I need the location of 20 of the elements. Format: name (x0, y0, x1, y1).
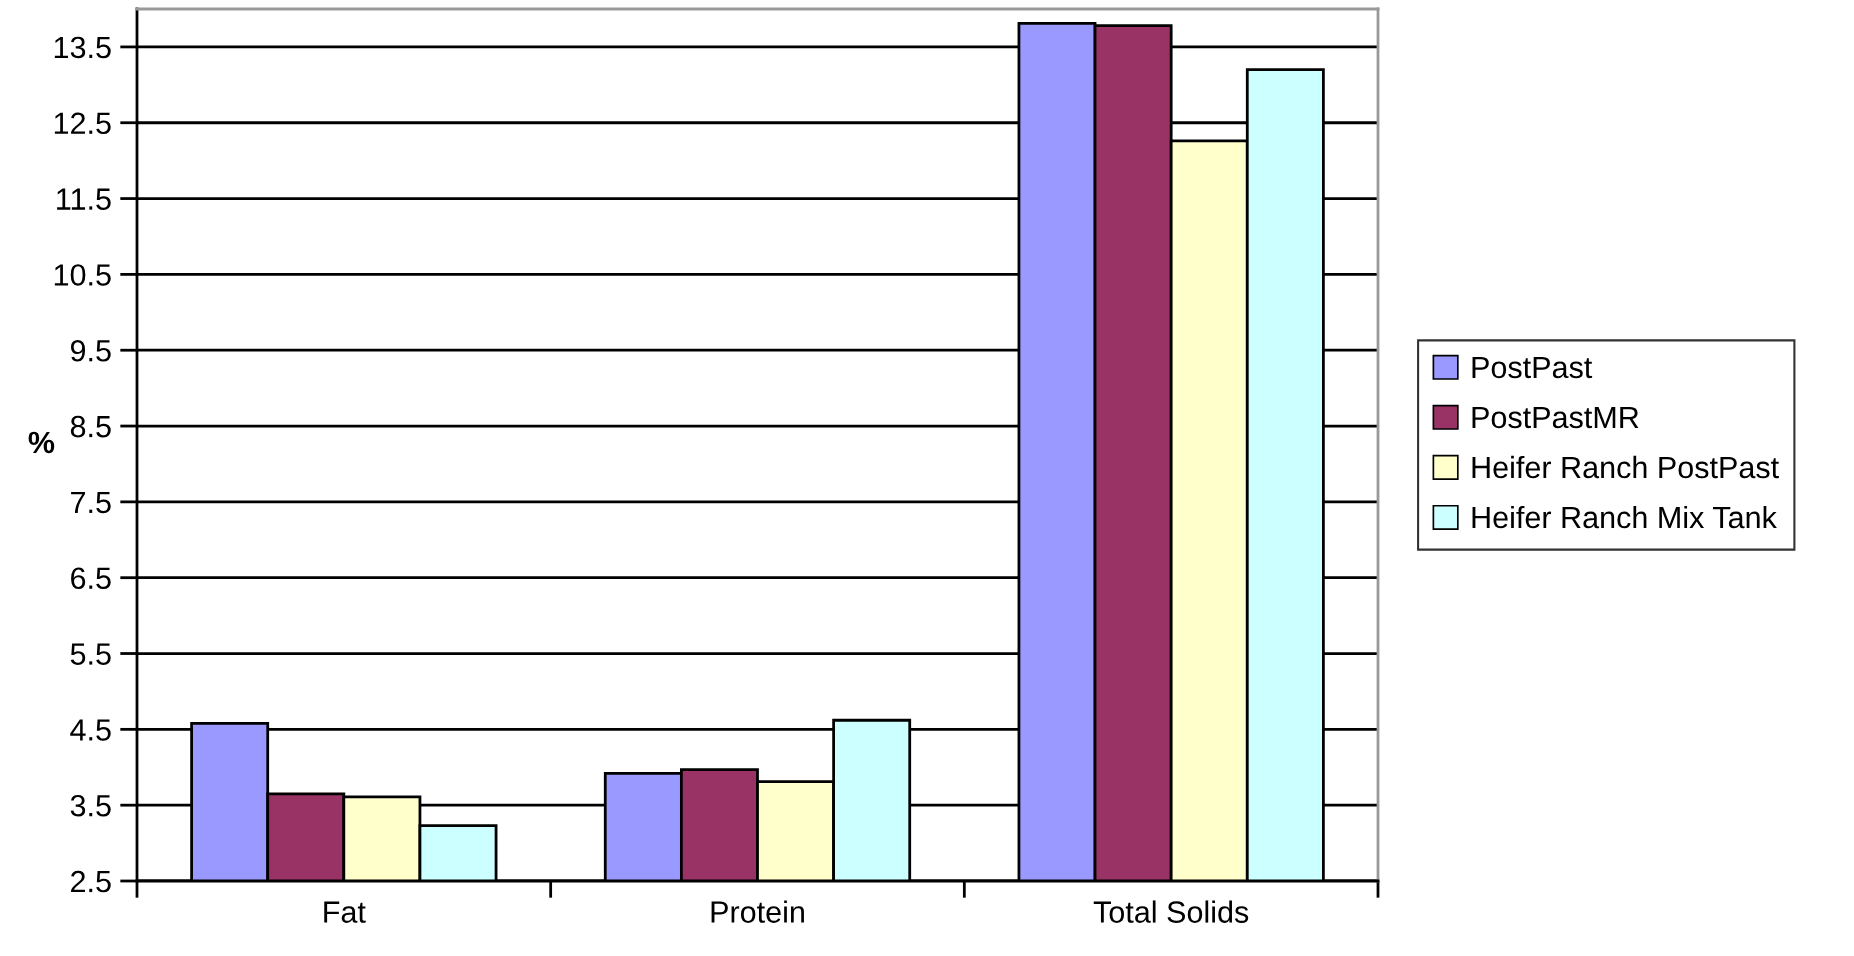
legend-label: Heifer Ranch Mix Tank (1472, 505, 1777, 529)
x-tick-label: Total Solids (1093, 900, 1249, 923)
y-tick-label: 10.5 (54, 264, 111, 286)
y-tick-label: 2.5 (71, 870, 111, 893)
y-tick-label: 12.5 (54, 112, 111, 135)
y-tick-label: 7.5 (71, 491, 111, 514)
legend-label: PostPastMR (1472, 406, 1639, 429)
y-tick-label: 4.5 (70, 719, 111, 741)
legend-label: Heifer Ranch PostPast (1472, 455, 1779, 479)
y-axis-title: % (28, 431, 55, 454)
x-tick-label: Fat (324, 901, 366, 923)
y-tick-label: 13.5 (54, 36, 111, 59)
y-tick-label: 9.5 (70, 339, 111, 362)
y-tick-label: 11.5 (57, 188, 111, 210)
legend-label: PostPast (1472, 356, 1593, 379)
y-tick-label: 6.5 (71, 567, 111, 590)
y-tick-label: 8.5 (70, 415, 111, 438)
x-tick-label: Protein (711, 900, 804, 923)
y-tick-label: 3.5 (70, 794, 111, 817)
y-tick-label: 5.5 (70, 643, 111, 665)
